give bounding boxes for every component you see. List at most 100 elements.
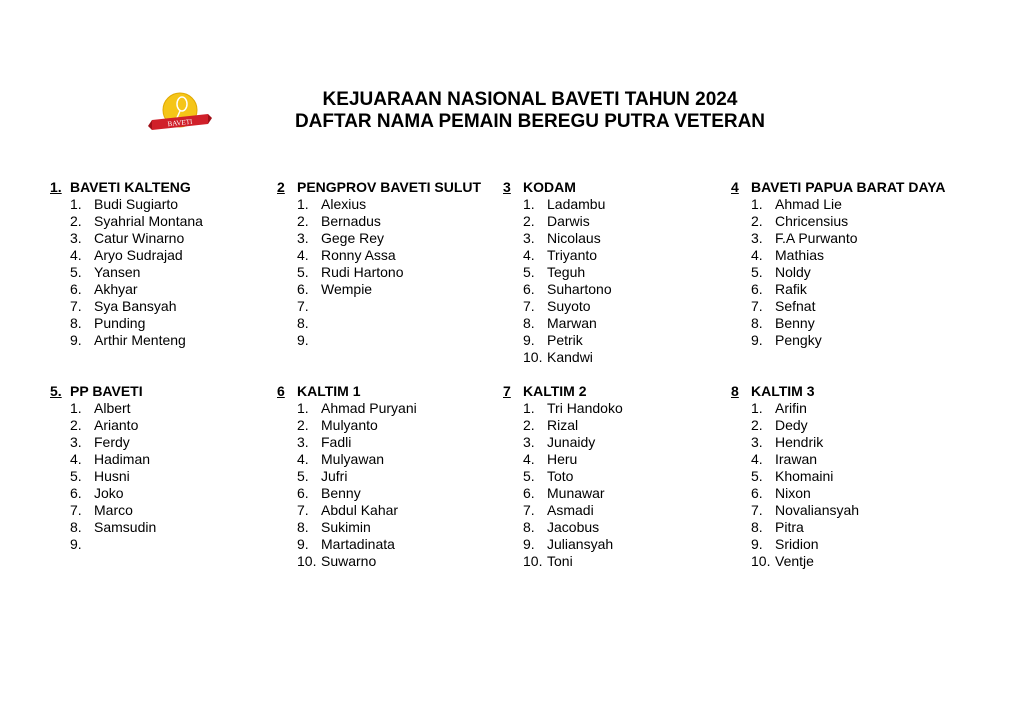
player-name: Khomaini — [775, 468, 834, 484]
player-number: 1. — [523, 400, 535, 416]
player-name: Sefnat — [775, 298, 816, 314]
team-header: 8 KALTIM 3 — [731, 383, 956, 400]
player-name: Hendrik — [775, 434, 824, 450]
player-number: 2. — [70, 213, 82, 229]
player-row: 6. Munawar — [503, 485, 728, 502]
player-row: 3. F.A Purwanto — [731, 230, 956, 247]
player-name: Mulyanto — [321, 417, 378, 433]
player-name: Ladambu — [547, 196, 606, 212]
player-row: 5. Yansen — [50, 264, 275, 281]
player-row: 5. Jufri — [277, 468, 502, 485]
player-number: 7. — [523, 298, 535, 314]
player-row: 3. Hendrik — [731, 434, 956, 451]
player-number: 8. — [70, 315, 82, 331]
player-row: 7. Suyoto — [503, 298, 728, 315]
player-number: 9. — [523, 332, 535, 348]
team-number: 4 — [731, 179, 739, 195]
player-name: Kandwi — [547, 349, 593, 365]
player-number: 6. — [70, 485, 82, 501]
player-number: 1. — [70, 400, 82, 416]
team-name: KODAM — [523, 179, 576, 195]
player-row: 10. Kandwi — [503, 349, 728, 366]
player-name: Ronny Assa — [321, 247, 396, 263]
player-row: 7. Sefnat — [731, 298, 956, 315]
player-name: Toni — [547, 553, 573, 569]
player-name: Sya Bansyah — [94, 298, 177, 314]
player-number: 2. — [70, 417, 82, 433]
player-name: Pengky — [775, 332, 822, 348]
player-number: 1. — [523, 196, 535, 212]
player-name: Marco — [94, 502, 133, 518]
player-row: 6. Wempie — [277, 281, 502, 298]
player-name: Akhyar — [94, 281, 138, 297]
player-name: Samsudin — [94, 519, 157, 535]
player-name: Junaidy — [547, 434, 596, 450]
player-number: 7. — [297, 298, 309, 314]
player-number: 10. — [751, 553, 771, 569]
player-row: 7. Asmadi — [503, 502, 728, 519]
player-name: Ferdy — [94, 434, 130, 450]
player-number: 9. — [751, 332, 763, 348]
player-name: F.A Purwanto — [775, 230, 858, 246]
player-number: 8. — [751, 519, 763, 535]
player-number: 4. — [70, 247, 82, 263]
player-row: 9. Arthir Menteng — [50, 332, 275, 349]
player-row: 4. Mathias — [731, 247, 956, 264]
player-row: 7. Sya Bansyah — [50, 298, 275, 315]
player-number: 3. — [751, 230, 763, 246]
team-header: 5. PP BAVETI — [50, 383, 275, 400]
player-row: 10. Suwarno — [277, 553, 502, 570]
player-number: 9. — [751, 536, 763, 552]
team-name: KALTIM 2 — [523, 383, 587, 399]
team-name: KALTIM 1 — [297, 383, 361, 399]
player-row: 8. Punding — [50, 315, 275, 332]
player-number: 9. — [297, 536, 309, 552]
player-row: 5. Husni — [50, 468, 275, 485]
team-number: 1. — [50, 179, 62, 195]
player-number: 3. — [70, 230, 82, 246]
player-row: 5. Teguh — [503, 264, 728, 281]
player-number: 2. — [751, 213, 763, 229]
team-name: BAVETI KALTENG — [70, 179, 191, 195]
player-number: 4. — [751, 247, 763, 263]
player-number: 2. — [751, 417, 763, 433]
player-name: Yansen — [94, 264, 141, 280]
player-name: Syahrial Montana — [94, 213, 203, 229]
document-title: KEJUARAAN NASIONAL BAVETI TAHUN 2024 — [322, 89, 738, 110]
player-number: 3. — [297, 230, 309, 246]
player-name: Punding — [94, 315, 146, 331]
player-number: 9. — [70, 536, 82, 552]
player-number: 1. — [751, 400, 763, 416]
player-name: Aryo Sudrajad — [94, 247, 183, 263]
player-name: Sridion — [775, 536, 819, 552]
player-number: 3. — [523, 434, 535, 450]
player-name: Rizal — [547, 417, 579, 433]
player-number: 1. — [70, 196, 82, 212]
player-name: Suyoto — [547, 298, 591, 314]
player-number: 1. — [751, 196, 763, 212]
svg-text:BAVETI: BAVETI — [167, 118, 193, 129]
player-name: Jacobus — [547, 519, 600, 535]
player-number: 5. — [70, 468, 82, 484]
player-row: 9. Pengky — [731, 332, 956, 349]
player-number: 6. — [523, 485, 535, 501]
player-row: 2. Darwis — [503, 213, 728, 230]
player-number: 7. — [751, 502, 763, 518]
player-row: 7. — [277, 298, 502, 315]
player-row: 4. Mulyawan — [277, 451, 502, 468]
baveti-logo: BAVETI — [148, 90, 212, 138]
player-row: 3. Ferdy — [50, 434, 275, 451]
player-name: Novaliansyah — [775, 502, 860, 518]
player-name: Dedy — [775, 417, 808, 433]
player-number: 4. — [523, 451, 535, 467]
player-number: 2. — [523, 213, 535, 229]
player-name: Juliansyah — [547, 536, 614, 552]
team-header: 7 KALTIM 2 — [503, 383, 728, 400]
player-row: 4. Triyanto — [503, 247, 728, 264]
team-number: 8 — [731, 383, 739, 399]
player-name: Toto — [547, 468, 574, 484]
player-number: 1. — [297, 400, 309, 416]
player-row: 2. Rizal — [503, 417, 728, 434]
player-name: Arianto — [94, 417, 139, 433]
team-block: 2 PENGPROV BAVETI SULUT 1. Alexius 2. Bernadu… — [277, 179, 502, 349]
